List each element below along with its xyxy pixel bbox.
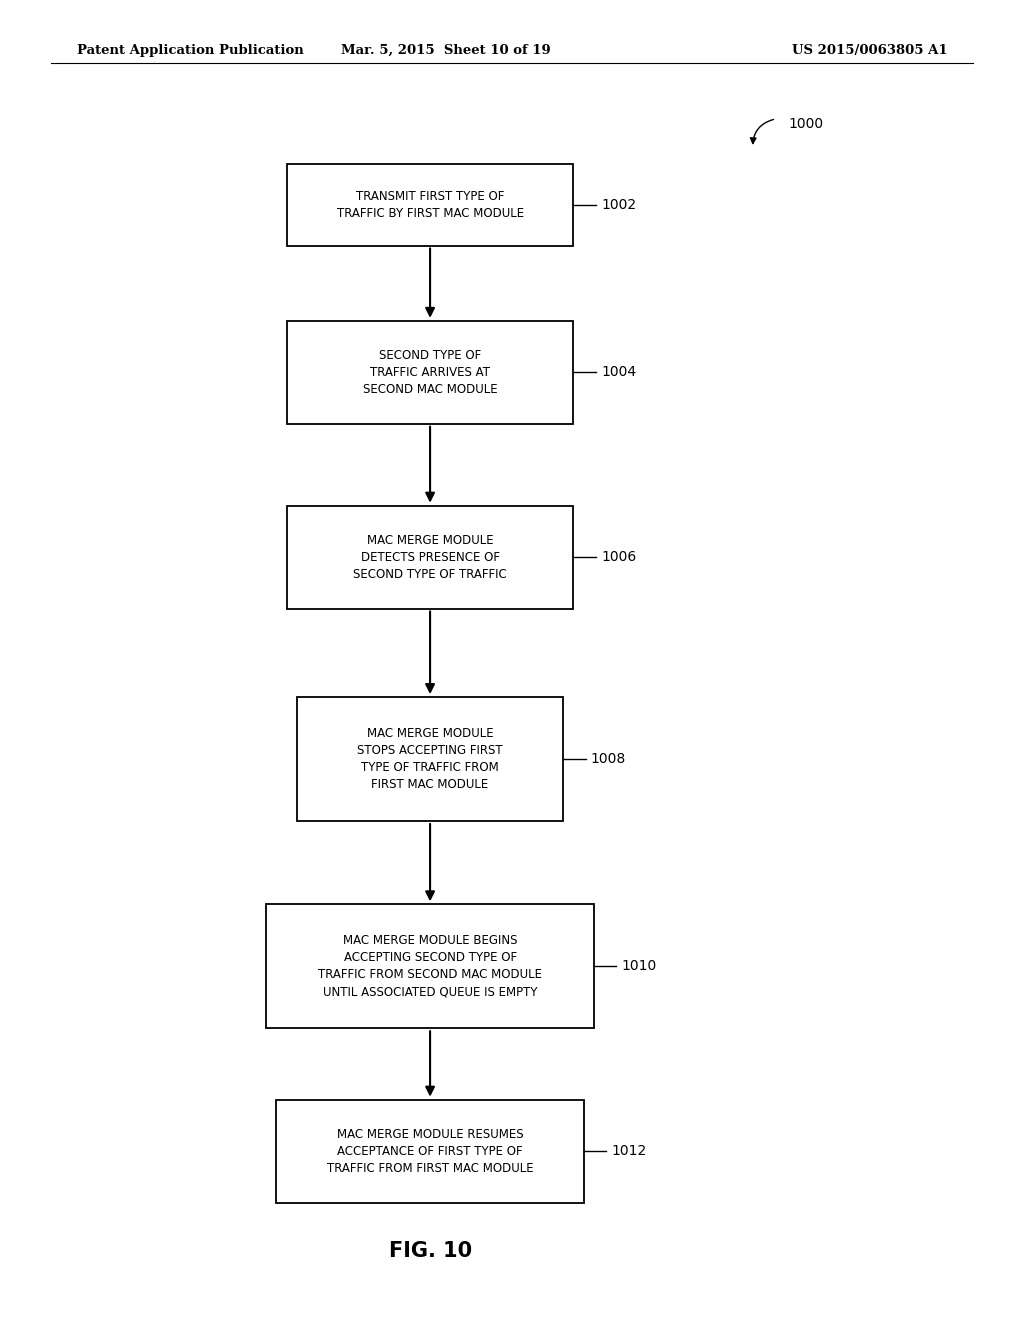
FancyBboxPatch shape	[287, 321, 573, 424]
Text: 1010: 1010	[622, 960, 656, 973]
Text: US 2015/0063805 A1: US 2015/0063805 A1	[792, 44, 947, 57]
FancyBboxPatch shape	[287, 506, 573, 609]
Text: MAC MERGE MODULE
DETECTS PRESENCE OF
SECOND TYPE OF TRAFFIC: MAC MERGE MODULE DETECTS PRESENCE OF SEC…	[353, 533, 507, 581]
Text: 1008: 1008	[591, 752, 626, 766]
Text: MAC MERGE MODULE BEGINS
ACCEPTING SECOND TYPE OF
TRAFFIC FROM SECOND MAC MODULE
: MAC MERGE MODULE BEGINS ACCEPTING SECOND…	[318, 935, 542, 998]
Text: 1002: 1002	[601, 198, 636, 211]
Text: Mar. 5, 2015  Sheet 10 of 19: Mar. 5, 2015 Sheet 10 of 19	[341, 44, 550, 57]
Text: 1006: 1006	[601, 550, 636, 564]
Text: TRANSMIT FIRST TYPE OF
TRAFFIC BY FIRST MAC MODULE: TRANSMIT FIRST TYPE OF TRAFFIC BY FIRST …	[337, 190, 523, 219]
Text: MAC MERGE MODULE
STOPS ACCEPTING FIRST
TYPE OF TRAFFIC FROM
FIRST MAC MODULE: MAC MERGE MODULE STOPS ACCEPTING FIRST T…	[357, 727, 503, 791]
Text: 1000: 1000	[788, 117, 823, 131]
FancyBboxPatch shape	[297, 697, 563, 821]
FancyBboxPatch shape	[276, 1100, 584, 1203]
Text: 1012: 1012	[611, 1144, 646, 1158]
Text: MAC MERGE MODULE RESUMES
ACCEPTANCE OF FIRST TYPE OF
TRAFFIC FROM FIRST MAC MODU: MAC MERGE MODULE RESUMES ACCEPTANCE OF F…	[327, 1127, 534, 1175]
FancyBboxPatch shape	[287, 164, 573, 246]
Text: 1004: 1004	[601, 366, 636, 379]
FancyBboxPatch shape	[266, 904, 594, 1028]
Text: FIG. 10: FIG. 10	[388, 1241, 472, 1262]
Text: Patent Application Publication: Patent Application Publication	[77, 44, 303, 57]
Text: SECOND TYPE OF
TRAFFIC ARRIVES AT
SECOND MAC MODULE: SECOND TYPE OF TRAFFIC ARRIVES AT SECOND…	[362, 348, 498, 396]
